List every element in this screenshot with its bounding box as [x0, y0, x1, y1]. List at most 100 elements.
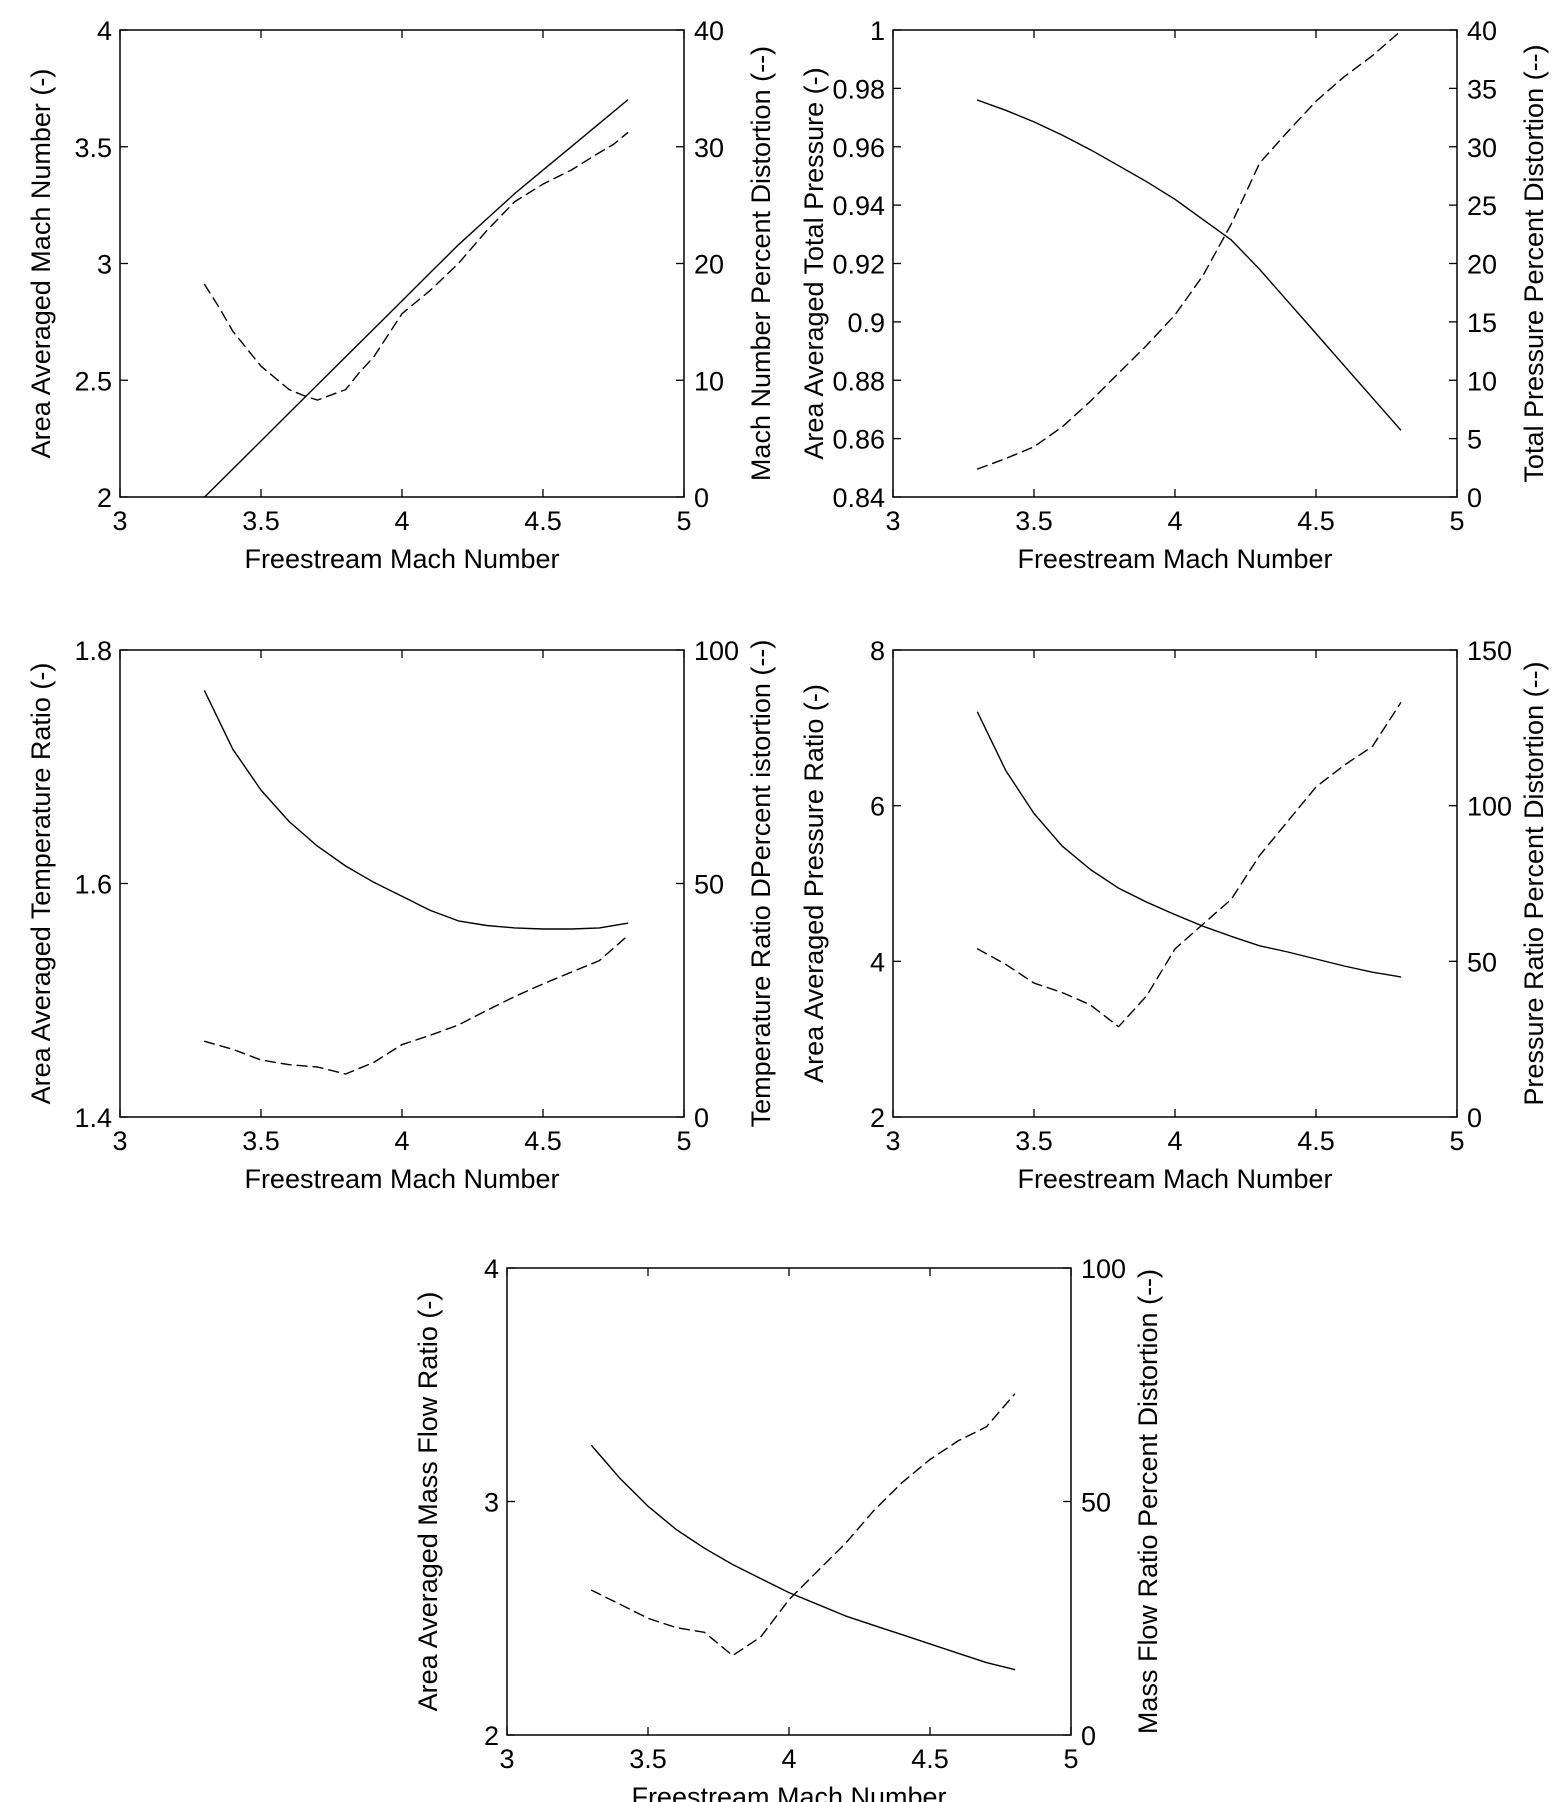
y-tick-label-left: 0.98: [832, 74, 885, 104]
y-tick-label-right: 15: [1467, 308, 1497, 338]
average-series-line: [203, 99, 629, 498]
x-tick-label: 4: [1167, 1126, 1182, 1156]
y-tick-label-right: 40: [1467, 16, 1497, 46]
y-tick-label-left: 4: [484, 1254, 499, 1284]
y-tick-label-left: 4: [97, 16, 112, 46]
x-tick-label: 3.5: [242, 1126, 280, 1156]
y-tick-label-left: 3.5: [74, 133, 112, 163]
y-tick-label-right: 35: [1467, 74, 1497, 104]
y-axis-label-right: Temperature Ratio DPercent istortion (--…: [746, 640, 776, 1128]
x-tick-label: 3.5: [242, 506, 280, 536]
y-tick-label-right: 10: [694, 366, 724, 396]
x-tick-label: 4.5: [524, 506, 562, 536]
average-series-line: [976, 711, 1402, 978]
x-tick-label: 3: [112, 506, 127, 536]
x-tick-label: 3: [885, 506, 900, 536]
average-series-line: [976, 99, 1402, 431]
y-tick-label-left: 0.88: [832, 366, 885, 396]
x-tick-label: 3: [112, 1126, 127, 1156]
x-axis-label: Freestream Mach Number: [244, 1164, 559, 1194]
x-tick-label: 4.5: [1297, 1126, 1335, 1156]
y-tick-label-right: 40: [694, 16, 724, 46]
x-tick-label: 4.5: [1297, 506, 1335, 536]
x-tick-label: 5: [676, 1126, 691, 1156]
y-axis-label-left: Area Averaged Total Pressure (-): [799, 67, 829, 459]
average-series-line: [590, 1444, 1016, 1671]
x-tick-label: 4: [781, 1744, 796, 1774]
y-tick-label-right: 20: [694, 250, 724, 280]
y-tick-label-left: 0.84: [832, 483, 885, 513]
x-tick-label: 3.5: [629, 1744, 667, 1774]
y-tick-label-left: 0.86: [832, 425, 885, 455]
x-tick-label: 3: [885, 1126, 900, 1156]
y-tick-label-left: 1.6: [74, 870, 112, 900]
y-axis-label-right: Total Pressure Percent Distortion (--): [1519, 44, 1549, 482]
x-tick-label: 3.5: [1015, 506, 1053, 536]
distortion-series-line: [203, 131, 629, 401]
x-tick-label: 5: [1449, 1126, 1464, 1156]
y-tick-label-right: 100: [1081, 1254, 1126, 1284]
y-tick-label-right: 30: [694, 133, 724, 163]
y-tick-label-right: 50: [1467, 947, 1497, 977]
x-tick-label: 5: [1063, 1744, 1078, 1774]
y-tick-label-left: 1: [870, 16, 885, 46]
y-tick-label-right: 0: [1467, 483, 1482, 513]
y-tick-label-left: 3: [484, 1488, 499, 1518]
x-axis-label: Freestream Mach Number: [1017, 544, 1332, 574]
x-tick-label: 4: [1167, 506, 1182, 536]
x-tick-label: 5: [676, 506, 691, 536]
chart-panel-2: 3 3.5 4 4.5 5 0.84 0.86 0.88 0.9 0.92 0.94 0.96 0.98…: [799, 16, 1549, 574]
distortion-series-line: [590, 1393, 1016, 1657]
y-axis-label-right: Mach Number Percent Distortion (--): [746, 46, 776, 481]
y-tick-label-right: 0: [694, 483, 709, 513]
x-axis-label: Freestream Mach Number: [631, 1782, 946, 1802]
x-tick-label: 4.5: [524, 1126, 562, 1156]
y-axis-label-left: Area Averaged Mach Number (-): [26, 69, 56, 459]
x-tick-label: 4.5: [911, 1744, 949, 1774]
average-series-line: [203, 690, 629, 930]
distortion-series-line: [203, 935, 629, 1075]
y-tick-label-right: 20: [1467, 250, 1497, 280]
y-tick-label-left: 3: [97, 250, 112, 280]
x-tick-label: 4: [394, 506, 409, 536]
y-tick-label-left: 2: [484, 1721, 499, 1751]
y-axis-label-left: Area Averaged Mass Flow Ratio (-): [413, 1292, 443, 1712]
y-tick-label-left: 0.9: [847, 308, 885, 338]
y-tick-label-right: 30: [1467, 133, 1497, 163]
y-axis-label-right: Pressure Ratio Percent Distortion (--): [1519, 661, 1549, 1105]
y-tick-label-right: 0: [1467, 1103, 1482, 1133]
distortion-series-line: [976, 30, 1402, 470]
y-tick-label-right: 50: [1081, 1488, 1111, 1518]
y-tick-label-right: 25: [1467, 191, 1497, 221]
x-axis-label: Freestream Mach Number: [244, 544, 559, 574]
y-axis-label-left: Area Averaged Pressure Ratio (-): [799, 684, 829, 1083]
y-tick-label-left: 1.4: [74, 1103, 112, 1133]
y-tick-label-right: 5: [1467, 425, 1482, 455]
y-tick-label-left: 2: [97, 483, 112, 513]
chart-panel-3: 3 3.5 4 4.5 5 1.4 1.6 1.8 0 50 100 Freestream Mach …: [26, 636, 776, 1194]
y-tick-label-left: 2.5: [74, 366, 112, 396]
y-tick-label-left: 6: [870, 792, 885, 822]
y-tick-label-left: 0.94: [832, 191, 885, 221]
y-tick-label-right: 100: [694, 636, 739, 666]
x-axis-label: Freestream Mach Number: [1017, 1164, 1332, 1194]
y-tick-label-left: 2: [870, 1103, 885, 1133]
chart-panel-4: 3 3.5 4 4.5 5 2 4 6 8 0 50 100 150 Freestream Mach Nu…: [799, 636, 1549, 1194]
distortion-series-line: [976, 702, 1402, 1028]
y-tick-label-right: 150: [1467, 636, 1512, 666]
y-tick-label-right: 50: [694, 870, 724, 900]
y-tick-label-left: 0.92: [832, 250, 885, 280]
y-tick-label-left: 4: [870, 947, 885, 977]
y-axis-label-left: Area Averaged Temperature Ratio (-): [26, 663, 56, 1105]
x-tick-label: 3.5: [1015, 1126, 1053, 1156]
y-tick-label-right: 0: [1081, 1721, 1096, 1751]
y-tick-label-right: 100: [1467, 792, 1512, 822]
x-tick-label: 3: [499, 1744, 514, 1774]
y-tick-label-right: 0: [694, 1103, 709, 1133]
y-tick-label-left: 8: [870, 636, 885, 666]
y-tick-label-left: 1.8: [74, 636, 112, 666]
